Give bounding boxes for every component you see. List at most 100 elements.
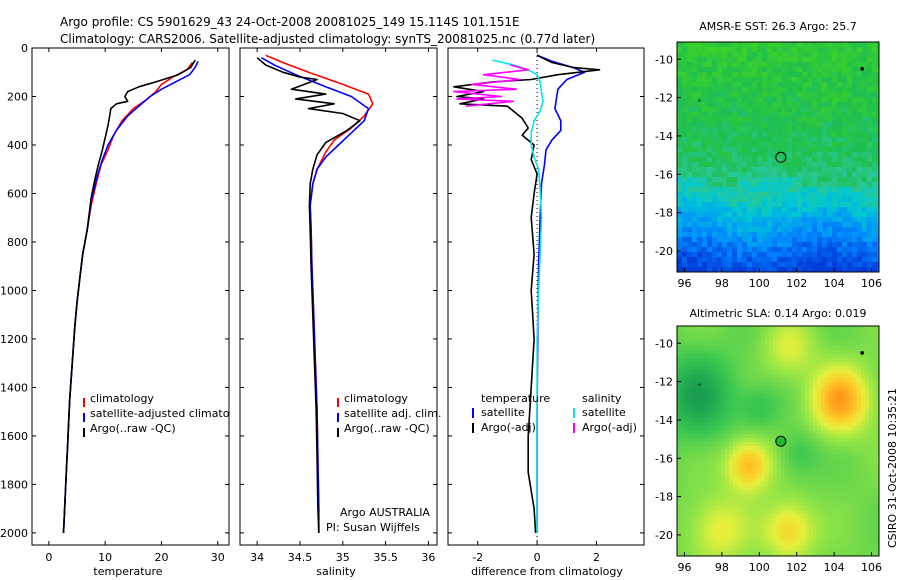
- y-tick-label: -18: [655, 491, 673, 504]
- argo-position-marker: [775, 151, 787, 163]
- float-pi: PI: Susan Wijffels: [326, 521, 420, 534]
- y-tick-label: -16: [655, 168, 673, 181]
- x-tick-label: 96: [677, 277, 691, 290]
- series-line-argo-raw-qc: [256, 57, 361, 533]
- y-tick-label: -14: [655, 414, 673, 427]
- legend-label-climatology: climatology: [90, 392, 154, 405]
- y-tick-label: -10: [655, 337, 673, 350]
- x-tick-label: 100: [749, 561, 770, 574]
- legend-label-argo: Argo(..raw -QC): [344, 422, 430, 435]
- x-tick-label: 36: [421, 551, 435, 564]
- temperature-legend: climatology satellite-adjusted climatolo…: [83, 392, 253, 437]
- legend-label-satellite: satellite-adjusted climatology: [90, 407, 253, 420]
- y-tick-label: 1200: [0, 333, 28, 346]
- legend-label-sal-satellite: satellite: [582, 406, 626, 419]
- series-line-temperature-argo-adj: [453, 54, 601, 533]
- x-tick-label: 0: [45, 551, 52, 564]
- argo-position-marker: [775, 435, 787, 447]
- legend-label-sal-argo: Argo(-adj): [582, 421, 637, 434]
- x-tick-label: 34.5: [288, 551, 313, 564]
- x-tick-label: -2: [472, 551, 483, 564]
- series-line-climatology: [62, 62, 194, 533]
- x-tick-label: 0: [534, 551, 541, 564]
- difference-xlabel: difference from climatology: [471, 565, 623, 578]
- map-frame: [676, 41, 880, 273]
- sst-map: 96 98 100 102 104 106 -10 -12 -14 -16 -18 -20: [655, 41, 882, 290]
- y-tick-label: 1400: [0, 381, 28, 394]
- legend-title-temperature: temperature: [481, 392, 550, 405]
- x-tick-label: 34: [250, 551, 264, 564]
- legend-label-satellite: satellite adj. clim.: [344, 407, 441, 420]
- x-tick-label: 106: [861, 277, 882, 290]
- y-tick-label: 1000: [0, 284, 28, 297]
- series-line-salinity-satellite: [492, 59, 544, 533]
- y-tick-label: 1600: [0, 430, 28, 443]
- x-tick-label: 104: [824, 561, 845, 574]
- y-tick-label: 600: [7, 187, 28, 200]
- legend-label-climatology: climatology: [344, 392, 408, 405]
- map-field: [677, 42, 880, 273]
- difference-legend: temperature satellite Argo(-adj) salinit…: [472, 392, 637, 434]
- sst-map-title: AMSR-E SST: 26.3 Argo: 25.7: [699, 20, 857, 33]
- island-marker: [860, 351, 864, 355]
- plot-frame: [31, 47, 230, 546]
- x-tick-label: 20: [154, 551, 168, 564]
- map-frame: [676, 325, 880, 557]
- y-tick-label: 2000: [0, 527, 28, 540]
- salinity-xlabel: salinity: [316, 565, 356, 578]
- island-marker: [698, 383, 701, 386]
- x-tick-label: 35.5: [373, 551, 398, 564]
- x-tick-label: 10: [98, 551, 112, 564]
- map-field: [677, 326, 880, 557]
- series-line-salinity-argo-adj: [453, 64, 530, 107]
- y-tick-label: -20: [655, 245, 673, 258]
- x-tick-label: 104: [824, 277, 845, 290]
- y-tick-label: -14: [655, 130, 673, 143]
- salinity-panel: 34 34.5 35 35.5 36: [239, 47, 438, 564]
- csiro-stamp: CSIRO 31-Oct-2008 10:35:21: [886, 388, 899, 548]
- legend-label-temp-satellite: satellite: [481, 406, 525, 419]
- x-tick-label: 30: [211, 551, 225, 564]
- y-tick-label: -20: [655, 529, 673, 542]
- x-tick-label: 106: [861, 561, 882, 574]
- temperature-xlabel: temperature: [93, 565, 162, 578]
- y-tick-label: -10: [655, 53, 673, 66]
- plot-frame: [447, 47, 645, 546]
- series-line-temperature-satellite: [536, 54, 586, 533]
- y-tick-label: 800: [7, 236, 28, 249]
- x-tick-label: 98: [715, 561, 729, 574]
- legend-label-argo: Argo(..raw -QC): [90, 422, 176, 435]
- series-line-satellite-adj-clim: [261, 57, 370, 533]
- island-marker: [698, 99, 701, 102]
- plot-frame: [239, 47, 438, 546]
- difference-panel: -2 0 2: [447, 47, 645, 564]
- x-tick-label: 102: [786, 561, 807, 574]
- x-tick-label: 100: [749, 277, 770, 290]
- x-tick-label: 35: [336, 551, 350, 564]
- y-tick-label: -16: [655, 452, 673, 465]
- sla-map-title: Altimetric SLA: 0.14 Argo: 0.019: [689, 307, 866, 320]
- legend-label-temp-argo: Argo(-adj): [481, 421, 536, 434]
- sla-map: 96 98 100 102 104 106 -10 -12 -14 -16 -18 -20: [655, 325, 882, 574]
- x-tick-label: 96: [677, 561, 691, 574]
- y-tick-label: -18: [655, 207, 673, 220]
- x-tick-label: 102: [786, 277, 807, 290]
- series-line-satellite-adjusted-climatology: [62, 60, 199, 533]
- y-tick-label: -12: [655, 376, 673, 389]
- float-owner: Argo AUSTRALIA: [340, 506, 430, 519]
- series-line-argo-raw-qc: [62, 59, 196, 533]
- island-marker: [860, 67, 864, 71]
- salinity-legend: climatology satellite adj. clim. Argo(..…: [326, 392, 441, 534]
- y-tick-label: -12: [655, 92, 673, 105]
- legend-title-salinity: salinity: [582, 392, 622, 405]
- x-tick-label: 2: [593, 551, 600, 564]
- y-tick-label: 1800: [0, 478, 28, 491]
- title-line-1: Argo profile: CS 5901629_43 24-Oct-2008 …: [60, 15, 520, 29]
- x-tick-label: 98: [715, 277, 729, 290]
- y-tick-label: 200: [7, 90, 28, 103]
- y-tick-label: 400: [7, 139, 28, 152]
- temperature-panel: 0 10 20 30 0 200 400 600 800 1000 1200 1400 1600 1800…: [0, 42, 230, 564]
- title-line-2: Climatology: CARS2006. Satellite-adjuste…: [60, 32, 595, 46]
- y-tick-label: 0: [21, 42, 28, 55]
